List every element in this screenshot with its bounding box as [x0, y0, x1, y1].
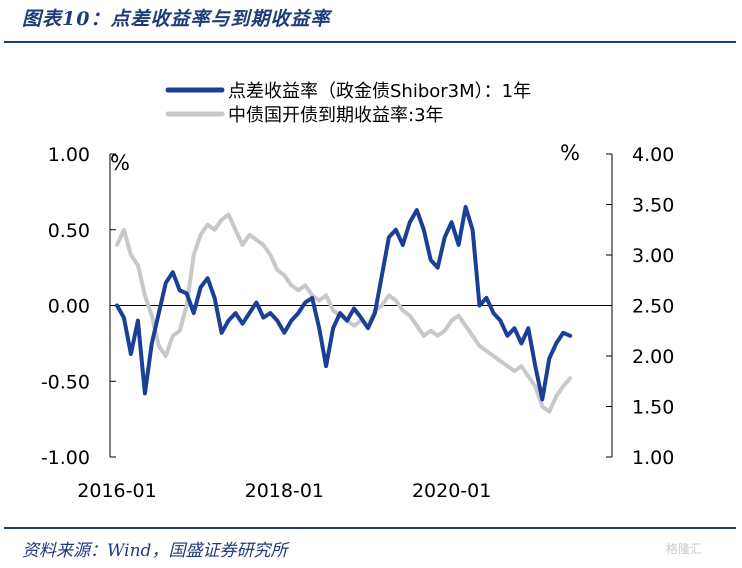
x-tick-label: 2018-01 [245, 480, 324, 502]
y-tick-label-right: 1.50 [632, 397, 674, 419]
y-tick-label-right: 4.00 [632, 144, 674, 166]
chart-axes: 1.00 0.50 0.00 -0.50 -1.00 4.00 3.50 3.00 2.50 2.… [41, 141, 674, 502]
y-tick-label-left: 1.00 [48, 144, 90, 166]
y-tick-label-right: 1.00 [632, 447, 674, 469]
legend-label-1: 点差收益率（政金债Shibor3M）：1年 [228, 81, 531, 102]
y-tick-label-right: 3.00 [632, 245, 674, 267]
series-line-1 [115, 205, 573, 402]
y-tick-label-left: 0.00 [48, 296, 90, 318]
legend-label-2: 中债国开债到期收益率:3年 [228, 105, 444, 126]
y-tick-label-left: -1.00 [41, 447, 90, 469]
watermark: 格隆汇 [666, 542, 703, 556]
y-tick-label-left: -0.50 [41, 371, 90, 393]
page-title: 图表10：点差收益率与到期收益率 [22, 8, 331, 30]
y-tick-label-left: 0.50 [48, 220, 90, 242]
top-divider [4, 41, 736, 43]
y-tick-label-right: 2.50 [632, 296, 674, 318]
y-tick-label-right: 2.00 [632, 346, 674, 368]
x-tick-label: 2016-01 [77, 480, 156, 502]
y-tick-label-right: 3.50 [632, 195, 674, 217]
x-tick-label: 2020-01 [412, 480, 491, 502]
series-line-2 [115, 212, 573, 414]
source-note: 资料来源：Wind，国盛证券研究所 [22, 541, 288, 561]
y-axis-left-unit: % [110, 151, 130, 175]
chart-series [115, 205, 573, 414]
y-axis-right-unit: % [560, 141, 580, 165]
bottom-divider [4, 527, 736, 529]
